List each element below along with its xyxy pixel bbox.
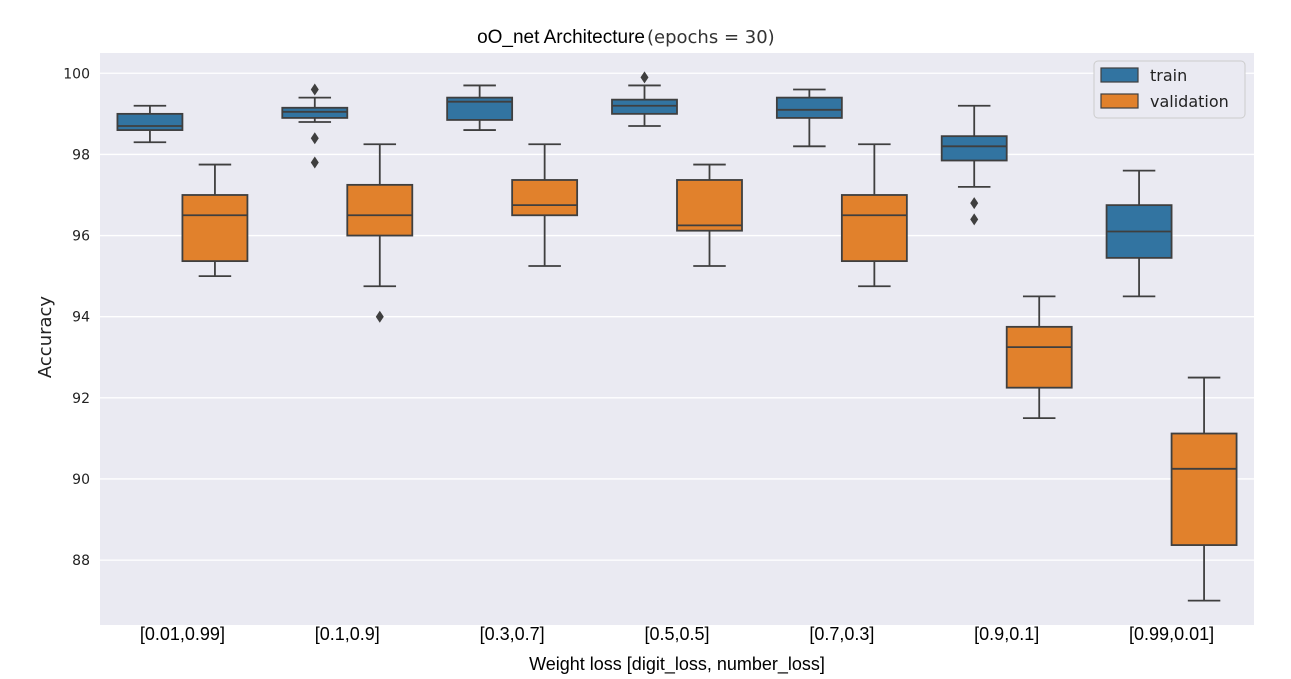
outlier-marker bbox=[970, 197, 979, 210]
outlier-marker bbox=[640, 71, 649, 84]
box-iqr bbox=[840, 194, 908, 263]
box-iqr bbox=[1005, 325, 1073, 389]
y-tick-label: 94 bbox=[72, 310, 90, 326]
x-axis-label: Weight loss [digit_loss, number_loss] bbox=[529, 654, 825, 675]
box-iqr bbox=[775, 96, 843, 119]
x-axis-ticks: [0.01,0.99] [0.1,0.9] [0.3,0.7] [0.5,0.5] [0… bbox=[140, 624, 1214, 644]
box-validation-3 bbox=[676, 163, 743, 267]
legend: train validation bbox=[1093, 60, 1246, 119]
outlier-marker bbox=[970, 213, 979, 226]
outlier-marker bbox=[310, 83, 319, 96]
box-iqr bbox=[281, 106, 349, 119]
legend-swatch-validation bbox=[1100, 93, 1139, 109]
outlier-marker bbox=[310, 132, 319, 145]
box-iqr bbox=[1170, 432, 1238, 546]
y-tick-label: 100 bbox=[63, 66, 90, 82]
box-iqr bbox=[611, 98, 678, 115]
x-tick-label: [0.7,0.3] bbox=[809, 624, 874, 644]
box-validation-6 bbox=[1170, 376, 1238, 602]
x-tick-label: [0.3,0.7] bbox=[480, 624, 545, 644]
legend-swatch-train bbox=[1100, 67, 1139, 83]
box-train-5 bbox=[940, 104, 1008, 226]
y-axis-label: Accuracy bbox=[35, 296, 56, 379]
y-tick-label: 90 bbox=[72, 472, 90, 488]
outlier-marker bbox=[310, 156, 319, 169]
x-tick-label: [0.5,0.5] bbox=[644, 624, 709, 644]
x-tick-label: [0.01,0.99] bbox=[140, 624, 225, 644]
box-train-6 bbox=[1105, 169, 1173, 298]
plot-area bbox=[100, 53, 1254, 625]
box-iqr bbox=[181, 194, 249, 263]
chart-subtitle: (epochs = 30) bbox=[647, 27, 775, 48]
y-axis-ticks: 88 90 92 94 96 98 100 bbox=[63, 66, 90, 569]
box-train-4 bbox=[775, 88, 843, 148]
x-tick-label: [0.1,0.9] bbox=[315, 624, 380, 644]
box-validation-4 bbox=[840, 143, 908, 288]
box-iqr bbox=[116, 112, 184, 131]
legend-label-train: train bbox=[1150, 66, 1187, 85]
boxes bbox=[116, 71, 1238, 602]
box-iqr bbox=[511, 179, 579, 217]
chart-title: oO_net Architecture bbox=[477, 27, 645, 48]
box-validation-1 bbox=[346, 143, 414, 323]
y-tick-label: 92 bbox=[72, 391, 90, 407]
box-train-1 bbox=[281, 83, 349, 169]
box-validation-0 bbox=[181, 163, 249, 278]
box-train-3 bbox=[611, 71, 678, 127]
box-train-0 bbox=[116, 104, 184, 144]
x-tick-label: [0.99,0.01] bbox=[1129, 624, 1214, 644]
gridlines bbox=[100, 72, 1254, 561]
box-validation-2 bbox=[511, 143, 579, 267]
box-validation-5 bbox=[1005, 295, 1073, 420]
legend-label-validation: validation bbox=[1150, 92, 1229, 111]
box-iqr bbox=[346, 183, 414, 237]
box-iqr bbox=[446, 96, 514, 121]
outlier-marker bbox=[375, 310, 384, 323]
box-iqr bbox=[940, 135, 1008, 162]
y-tick-label: 98 bbox=[72, 147, 90, 163]
y-tick-label: 96 bbox=[72, 229, 90, 245]
y-tick-label: 88 bbox=[72, 553, 90, 569]
x-tick-label: [0.9,0.1] bbox=[974, 624, 1039, 644]
box-train-2 bbox=[446, 84, 514, 131]
box-iqr bbox=[676, 179, 743, 232]
